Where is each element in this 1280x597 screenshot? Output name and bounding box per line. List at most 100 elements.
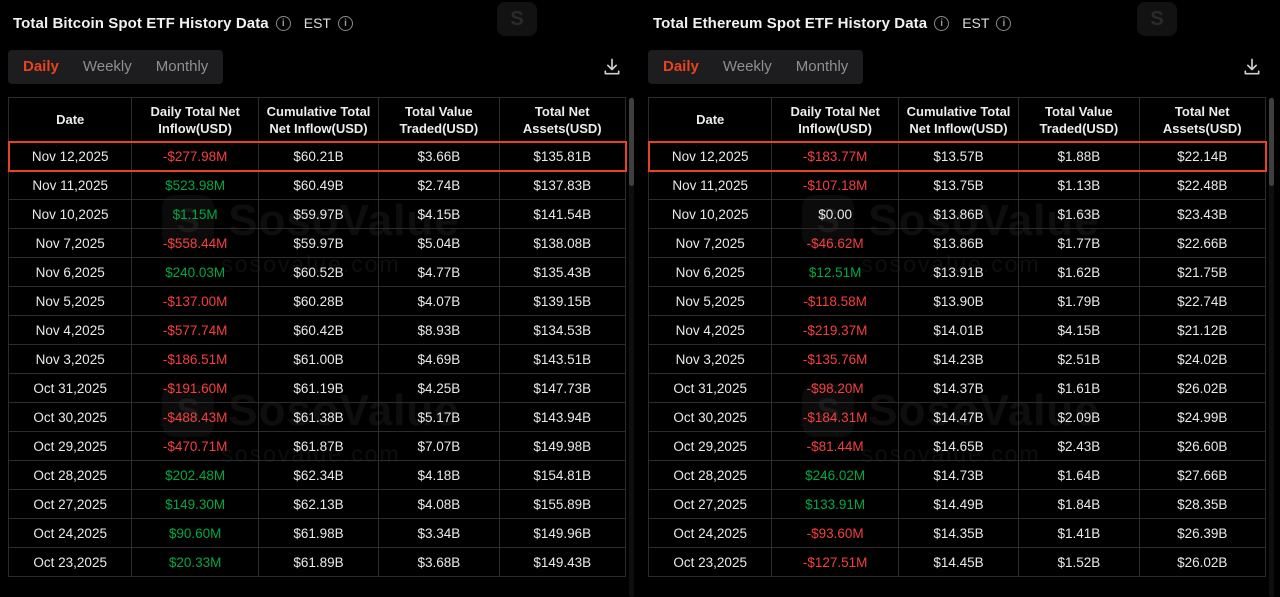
cell-net-assets: $139.15B [498, 286, 626, 316]
info-icon[interactable]: i [934, 15, 950, 31]
cell-daily-net-inflow: $523.98M [131, 170, 259, 200]
download-button[interactable] [600, 55, 624, 79]
vertical-scrollbar[interactable] [629, 97, 634, 597]
cell-date: Oct 31,2025 [647, 373, 773, 403]
cell-cumulative-net-inflow: $14.35B [897, 518, 1020, 548]
cell-value-traded: $1.41B [1018, 518, 1140, 548]
toolbar: Daily Weekly Monthly [648, 50, 1274, 84]
cell-net-assets: $24.99B [1138, 402, 1266, 432]
cell-daily-net-inflow: $133.91M [771, 489, 899, 519]
info-icon[interactable]: i [275, 15, 291, 31]
cell-cumulative-net-inflow: $14.45B [897, 547, 1020, 577]
cell-net-assets: $22.66B [1138, 228, 1266, 258]
download-button[interactable] [1240, 55, 1264, 79]
cell-value-traded: $4.18B [378, 460, 500, 490]
cell-value-traded: $2.74B [378, 170, 500, 200]
info-icon[interactable]: i [996, 15, 1012, 31]
tab-monthly[interactable]: Monthly [149, 54, 216, 80]
cell-daily-net-inflow: -$93.60M [771, 518, 899, 548]
table-row: Oct 28,2025 $202.48M $62.34B $4.18B $154.81B [7, 460, 626, 490]
cell-net-assets: $137.83B [498, 170, 626, 200]
cell-date: Oct 28,2025 [7, 460, 133, 490]
cell-value-traded: $1.62B [1018, 257, 1140, 287]
cell-date: Nov 5,2025 [647, 286, 773, 316]
cell-date: Nov 11,2025 [7, 170, 133, 200]
cell-net-assets: $141.54B [498, 199, 626, 229]
cell-date: Nov 6,2025 [647, 257, 773, 287]
cell-date: Nov 10,2025 [7, 199, 133, 229]
table-header-row: Date Daily Total Net Inflow(USD) Cumulat… [7, 97, 626, 142]
cell-daily-net-inflow: $240.03M [131, 257, 259, 287]
table-row: Oct 27,2025 $149.30M $62.13B $4.08B $155.89B [7, 489, 626, 519]
watermark-logo-icon: S [1137, 2, 1177, 36]
table-row: Nov 5,2025 -$137.00M $60.28B $4.07B $139.15B [7, 286, 626, 316]
cell-cumulative-net-inflow: $14.49B [897, 489, 1020, 519]
scrollbar-thumb[interactable] [1269, 98, 1274, 186]
cell-cumulative-net-inflow: $62.34B [257, 460, 380, 490]
cell-value-traded: $2.43B [1018, 431, 1140, 461]
cell-cumulative-net-inflow: $61.19B [257, 373, 380, 403]
bitcoin-etf-panel: Total Bitcoin Spot ETF History Data i ES… [0, 0, 640, 597]
cell-net-assets: $27.66B [1138, 460, 1266, 490]
cell-date: Nov 4,2025 [647, 315, 773, 345]
table-row: Nov 3,2025 -$186.51M $61.00B $4.69B $143.51B [7, 344, 626, 374]
cell-daily-net-inflow: $90.60M [131, 518, 259, 548]
cell-daily-net-inflow: -$118.58M [771, 286, 899, 316]
cell-cumulative-net-inflow: $13.57B [897, 141, 1020, 171]
cell-cumulative-net-inflow: $13.86B [897, 199, 1020, 229]
table-row: Oct 31,2025 -$191.60M $61.19B $4.25B $147.73… [7, 373, 626, 403]
toolbar: Daily Weekly Monthly [8, 50, 634, 84]
cell-daily-net-inflow: $202.48M [131, 460, 259, 490]
cell-daily-net-inflow: -$127.51M [771, 547, 899, 577]
cell-daily-net-inflow: -$183.77M [771, 141, 899, 171]
tab-weekly[interactable]: Weekly [76, 54, 139, 80]
tab-daily[interactable]: Daily [16, 54, 66, 80]
cell-net-assets: $26.02B [1138, 373, 1266, 403]
cell-net-assets: $24.02B [1138, 344, 1266, 374]
column-header-net-assets: Total Net Assets(USD) [1138, 97, 1266, 142]
cell-date: Oct 28,2025 [647, 460, 773, 490]
cell-date: Nov 7,2025 [7, 228, 133, 258]
tab-daily[interactable]: Daily [656, 54, 706, 80]
cell-value-traded: $4.25B [378, 373, 500, 403]
cell-net-assets: $21.12B [1138, 315, 1266, 345]
cell-value-traded: $4.07B [378, 286, 500, 316]
cell-value-traded: $1.61B [1018, 373, 1140, 403]
interval-tabs: Daily Weekly Monthly [648, 50, 864, 84]
cell-cumulative-net-inflow: $59.97B [257, 228, 380, 258]
tab-monthly[interactable]: Monthly [789, 54, 856, 80]
cell-daily-net-inflow: -$219.37M [771, 315, 899, 345]
cell-date: Oct 24,2025 [7, 518, 133, 548]
cell-net-assets: $22.74B [1138, 286, 1266, 316]
cell-date: Nov 7,2025 [647, 228, 773, 258]
cell-value-traded: $5.17B [378, 402, 500, 432]
cell-value-traded: $4.08B [378, 489, 500, 519]
cell-date: Oct 27,2025 [7, 489, 133, 519]
cell-value-traded: $2.09B [1018, 402, 1140, 432]
cell-value-traded: $4.15B [1018, 315, 1140, 345]
ethereum-etf-panel: Total Ethereum Spot ETF History Data i E… [640, 0, 1280, 597]
table-row: Nov 6,2025 $240.03M $60.52B $4.77B $135.43B [7, 257, 626, 287]
scrollbar-thumb[interactable] [629, 98, 634, 186]
cell-net-assets: $147.73B [498, 373, 626, 403]
cell-value-traded: $5.04B [378, 228, 500, 258]
tab-weekly[interactable]: Weekly [716, 54, 779, 80]
info-icon[interactable]: i [337, 15, 353, 31]
cell-value-traded: $7.07B [378, 431, 500, 461]
cell-daily-net-inflow: -$137.00M [131, 286, 259, 316]
cell-date: Oct 23,2025 [7, 547, 133, 577]
cell-date: Nov 11,2025 [647, 170, 773, 200]
table-row: Oct 31,2025 -$98.20M $14.37B $1.61B $26.02B [647, 373, 1266, 403]
cell-cumulative-net-inflow: $61.89B [257, 547, 380, 577]
vertical-scrollbar[interactable] [1269, 97, 1274, 597]
column-header-value-traded: Total Value Traded(USD) [378, 97, 500, 142]
cell-value-traded: $2.51B [1018, 344, 1140, 374]
cell-date: Oct 29,2025 [7, 431, 133, 461]
cell-cumulative-net-inflow: $14.23B [897, 344, 1020, 374]
cell-net-assets: $155.89B [498, 489, 626, 519]
cell-daily-net-inflow: -$558.44M [131, 228, 259, 258]
cell-cumulative-net-inflow: $14.01B [897, 315, 1020, 345]
cell-daily-net-inflow: $246.02M [771, 460, 899, 490]
table-row: Oct 24,2025 $90.60M $61.98B $3.34B $149.96B [7, 518, 626, 548]
table-row: Oct 29,2025 -$81.44M $14.65B $2.43B $26.60B [647, 431, 1266, 461]
